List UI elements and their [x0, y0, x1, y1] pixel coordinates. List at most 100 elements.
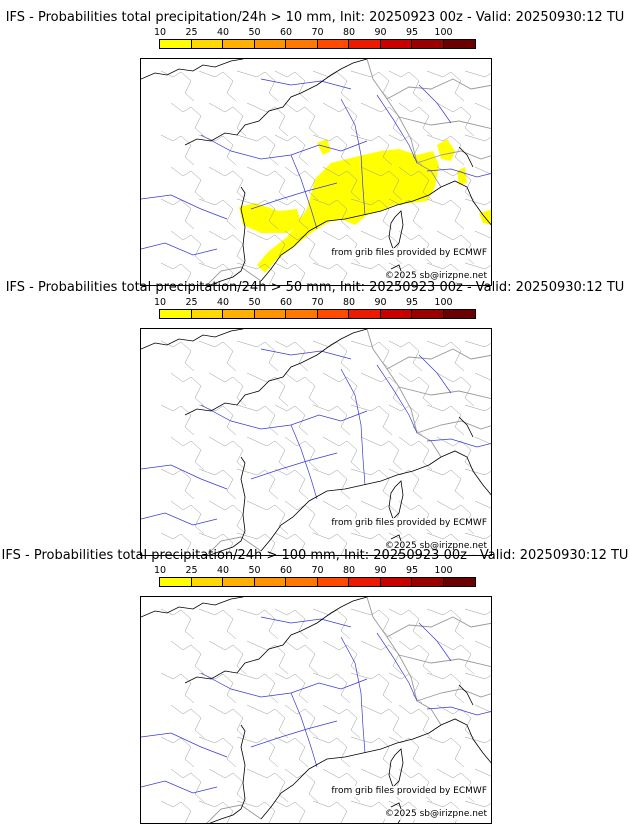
- region-border: [322, 166, 361, 201]
- coastline: [260, 186, 442, 282]
- region-border: [246, 230, 289, 265]
- region-border: [236, 262, 276, 285]
- region-border: [464, 736, 491, 744]
- region-border: [198, 262, 234, 285]
- region-border: [208, 230, 247, 265]
- region-border: [246, 166, 289, 201]
- region-border: [464, 198, 491, 206]
- colorbar: 10 25 40 50 60 70 80 90 95 100: [154, 565, 476, 591]
- region-border: [246, 768, 289, 803]
- region-border: [160, 404, 195, 436]
- region-border: [398, 102, 433, 137]
- river: [260, 78, 352, 90]
- colorbar-segment: [191, 578, 223, 586]
- river: [141, 512, 218, 526]
- colorbar-tick-label: 95: [405, 27, 419, 38]
- region-border: [198, 800, 234, 823]
- colorbar-tick-label: 80: [342, 27, 356, 38]
- region-border: [426, 468, 465, 500]
- region-border: [198, 736, 237, 768]
- precipitation-probability-area: [479, 209, 491, 225]
- region-border: [160, 736, 195, 768]
- region-border: [388, 340, 423, 372]
- precipitation-probability-area: [317, 139, 331, 155]
- colorbar-tick-label: 10: [153, 565, 167, 576]
- colorbar-tick-label: 90: [374, 297, 387, 308]
- coastline: [184, 329, 368, 416]
- river: [141, 242, 218, 256]
- coastline: [440, 450, 491, 496]
- colorbar-segment: [317, 578, 349, 586]
- colorbar-tick-label: 40: [216, 297, 230, 308]
- colorbar-tick-label: 95: [405, 297, 419, 308]
- region-border: [464, 608, 491, 616]
- precipitation-probability-area: [239, 203, 301, 233]
- coastline: [458, 684, 474, 706]
- region-border: [198, 404, 237, 436]
- region-border: [274, 468, 309, 500]
- region-border: [312, 198, 351, 230]
- region-border: [246, 436, 289, 471]
- region-border: [198, 468, 237, 500]
- region-border: [170, 768, 205, 803]
- coastline: [458, 416, 474, 438]
- map-svg: [141, 329, 491, 555]
- region-border: [360, 436, 403, 471]
- region-border: [236, 468, 279, 500]
- region-border: [208, 500, 247, 535]
- region-border: [436, 704, 475, 739]
- region-border: [350, 134, 393, 166]
- region-border: [398, 704, 433, 739]
- region-border: [160, 340, 195, 372]
- region-border: [474, 102, 491, 111]
- river: [340, 636, 366, 754]
- colorbar-segment: [443, 40, 475, 48]
- region-border: [464, 340, 491, 348]
- country-border: [366, 597, 442, 726]
- river: [141, 732, 228, 758]
- river: [250, 720, 338, 748]
- region-border: [388, 70, 423, 102]
- colorbar-segment: [223, 310, 255, 318]
- colorbar-tick-label: 60: [279, 565, 293, 576]
- region-border: [160, 262, 192, 285]
- river: [426, 438, 491, 448]
- colorbar-tick-label: 100: [434, 297, 453, 308]
- coastline: [440, 718, 491, 764]
- panel-title: IFS - Probabilities total precipitation/…: [5, 280, 625, 295]
- region-border: [388, 800, 420, 823]
- region-border: [236, 340, 279, 372]
- colorbar-bar: [159, 39, 476, 49]
- colorbar-segment: [443, 578, 475, 586]
- region-border: [274, 736, 309, 768]
- map-svg: [141, 59, 491, 285]
- coastline: [260, 724, 442, 820]
- region-border: [388, 262, 420, 285]
- precipitation-probability-area: [437, 139, 455, 161]
- region-border: [236, 134, 279, 166]
- region-border: [426, 134, 465, 166]
- colorbar-tick-label: 70: [311, 297, 324, 308]
- region-border: [464, 134, 491, 142]
- region-border: [436, 640, 475, 675]
- region-border: [388, 608, 423, 640]
- region-border: [170, 102, 205, 137]
- colorbar-segment: [223, 578, 255, 586]
- region-border: [464, 70, 491, 78]
- colorbar-segment: [160, 310, 192, 318]
- region-border: [426, 608, 465, 640]
- region-border: [208, 768, 247, 803]
- colorbar-segment: [254, 310, 286, 318]
- region-border: [312, 672, 351, 704]
- region-border: [312, 70, 351, 102]
- region-border: [170, 500, 205, 535]
- region-border: [284, 768, 319, 803]
- river: [418, 622, 452, 662]
- region-border: [170, 640, 205, 675]
- map-svg: [141, 597, 491, 823]
- region-border: [274, 134, 309, 166]
- river: [250, 182, 338, 210]
- river: [426, 168, 491, 178]
- colorbar-tick-label: 10: [153, 297, 167, 308]
- region-border: [312, 608, 351, 640]
